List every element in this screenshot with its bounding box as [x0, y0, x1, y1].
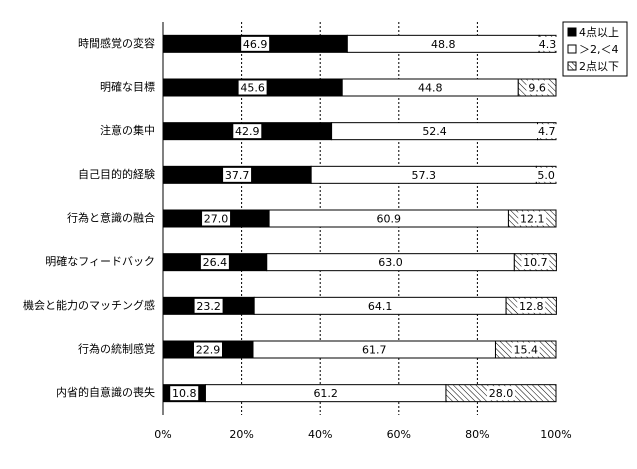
legend-swatch [567, 61, 577, 71]
label-bg [536, 124, 558, 139]
y-tick-label: 時間感覚の変容 [78, 36, 155, 50]
value-label: 63.0 [378, 256, 403, 269]
value-label: 28.0 [489, 387, 514, 400]
label-bg [517, 298, 546, 313]
value-label: 57.3 [412, 169, 437, 182]
x-tick-label: 0% [154, 428, 171, 441]
label-bg [521, 255, 550, 270]
label-bg [170, 386, 199, 401]
y-tick-label: 明確なフィードバック [45, 254, 155, 268]
value-label: 46.9 [243, 38, 268, 51]
x-tick-label: 60% [387, 428, 411, 441]
label-bg [233, 124, 262, 139]
value-label: 61.7 [362, 344, 387, 357]
y-tick-label: 行為と意識の融合 [67, 211, 155, 225]
label-bg [238, 80, 267, 95]
legend-swatch [567, 44, 577, 54]
value-label: 61.2 [313, 387, 338, 400]
legend-label: 2点以下 [579, 60, 619, 73]
value-label: 52.4 [422, 125, 447, 138]
value-label: 26.4 [203, 256, 228, 269]
label-bg [200, 255, 229, 270]
y-tick-label: 自己目的的経験 [78, 167, 155, 181]
value-label: 12.1 [520, 213, 545, 226]
value-label: 9.6 [528, 82, 546, 95]
value-label: 37.7 [225, 169, 250, 182]
legend-swatch [567, 27, 577, 37]
value-label: 23.2 [196, 300, 221, 313]
y-tick-label: 内省的自意識の喪失 [56, 385, 155, 399]
value-label: 45.6 [240, 82, 265, 95]
legend-label: 4点以上 [579, 26, 619, 39]
value-label: 22.9 [196, 344, 221, 357]
value-label: 4.3 [539, 38, 557, 51]
value-label: 4.7 [538, 125, 556, 138]
x-tick-label: 80% [465, 428, 489, 441]
value-label: 27.0 [204, 213, 229, 226]
label-bg [526, 80, 548, 95]
label-bg [536, 36, 559, 51]
legend-label: ＞2,＜4 [579, 43, 619, 56]
x-tick-label: 40% [308, 428, 332, 441]
x-tick-label: 20% [229, 428, 253, 441]
value-label: 64.1 [368, 300, 393, 313]
y-tick-label: 明確な目標 [100, 80, 155, 94]
x-tick-label: 100% [540, 428, 571, 441]
y-tick-label: 行為の統制感覚 [78, 342, 155, 356]
y-tick-label: 注意の集中 [100, 123, 155, 137]
value-label: 42.9 [235, 125, 260, 138]
value-label: 48.8 [431, 38, 456, 51]
label-bg [241, 36, 270, 51]
label-bg [193, 342, 222, 357]
value-label: 12.8 [519, 300, 544, 313]
value-label: 15.4 [513, 344, 538, 357]
value-label: 10.8 [172, 387, 197, 400]
value-label: 60.9 [377, 213, 402, 226]
label-bg [518, 211, 547, 226]
value-label: 44.8 [418, 82, 443, 95]
value-label: 5.0 [537, 169, 555, 182]
y-tick-label: 機会と能力のマッチング感 [23, 298, 155, 312]
label-bg [511, 342, 540, 357]
label-bg [223, 167, 252, 182]
label-bg [202, 211, 231, 226]
value-label: 10.7 [523, 256, 548, 269]
label-bg [535, 167, 557, 182]
label-bg [194, 298, 223, 313]
label-bg [486, 386, 515, 401]
